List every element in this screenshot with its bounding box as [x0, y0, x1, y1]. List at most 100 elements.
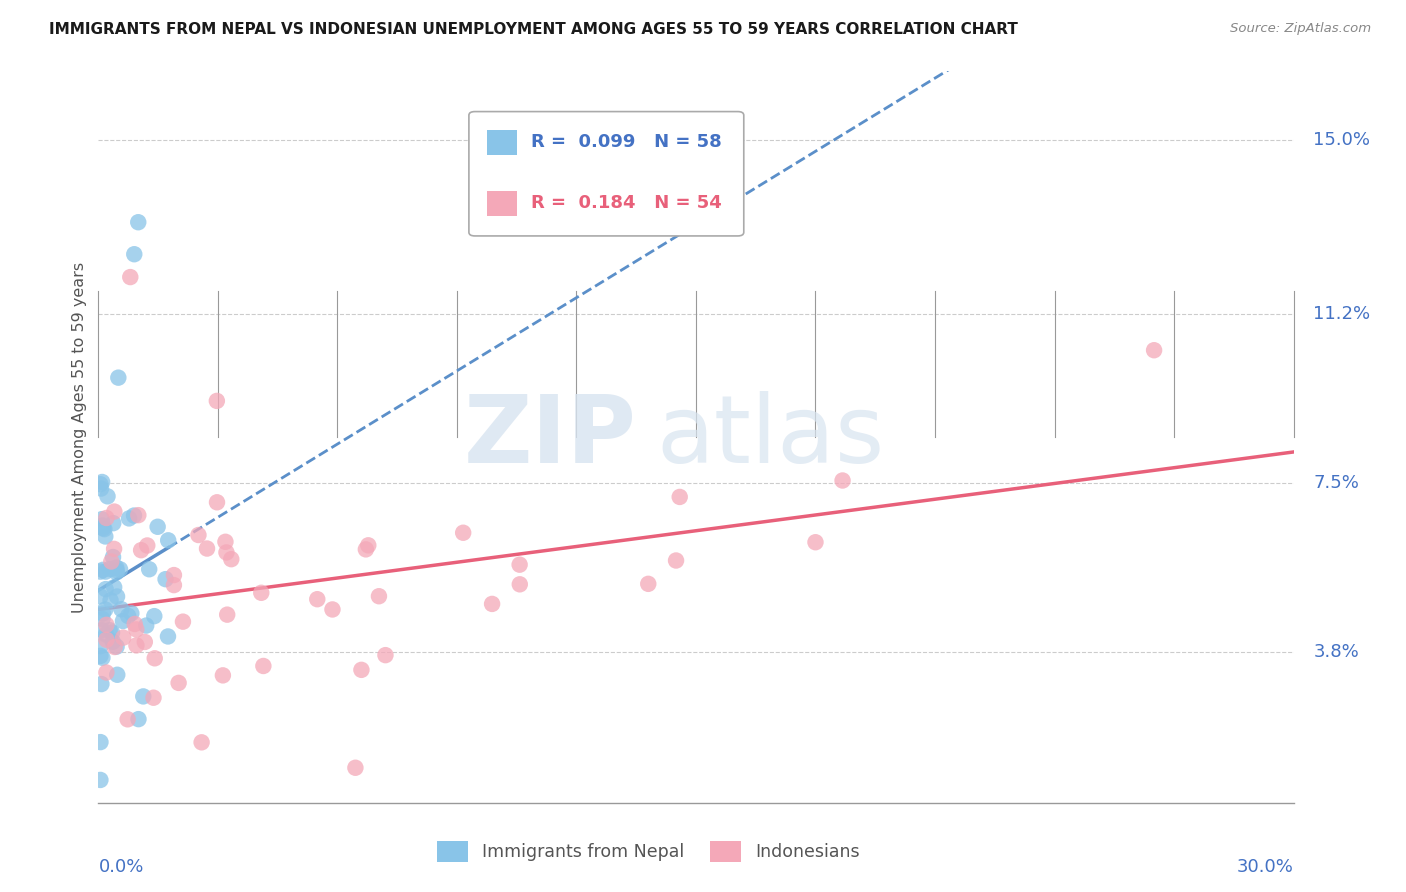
Point — [157, 533, 180, 548]
Point — [1143, 343, 1166, 358]
FancyBboxPatch shape — [486, 191, 517, 216]
Point — [637, 577, 659, 591]
Y-axis label: Unemployment Among Ages 55 to 59 years: Unemployment Among Ages 55 to 59 years — [72, 261, 87, 613]
Point — [136, 539, 159, 553]
Point — [90, 623, 112, 637]
Text: 11.2%: 11.2% — [1313, 305, 1371, 323]
Point — [91, 475, 114, 489]
Point — [94, 602, 117, 616]
Point — [103, 505, 125, 519]
Point — [110, 602, 132, 616]
Point — [374, 648, 396, 662]
Point — [190, 735, 212, 749]
FancyBboxPatch shape — [470, 112, 744, 235]
Point — [89, 477, 111, 491]
Point — [90, 677, 112, 691]
Point — [221, 552, 243, 566]
Point — [195, 541, 218, 556]
Point — [100, 554, 122, 568]
Text: 0.0%: 0.0% — [98, 858, 143, 876]
Point — [205, 495, 228, 509]
Point — [103, 580, 125, 594]
Point — [212, 668, 235, 682]
Point — [350, 663, 373, 677]
Text: 30.0%: 30.0% — [1237, 858, 1294, 876]
Point — [105, 590, 128, 604]
Point — [98, 562, 121, 576]
Point — [120, 607, 142, 621]
Point — [129, 543, 152, 558]
Point — [105, 560, 128, 574]
Point — [91, 650, 114, 665]
Point — [89, 639, 111, 653]
Point — [96, 489, 118, 503]
Point — [138, 562, 160, 576]
Point — [156, 630, 179, 644]
Point — [143, 651, 166, 665]
Point — [127, 712, 149, 726]
Point — [344, 761, 367, 775]
Point — [831, 474, 853, 488]
Text: R =  0.184   N = 54: R = 0.184 N = 54 — [531, 194, 721, 212]
Point — [107, 370, 129, 384]
Point — [307, 592, 329, 607]
Point — [163, 568, 186, 582]
Point — [117, 609, 139, 624]
Point — [122, 508, 145, 523]
Point — [96, 617, 118, 632]
Point — [125, 639, 148, 653]
Point — [143, 609, 166, 624]
Point — [89, 565, 111, 579]
Point — [132, 690, 155, 704]
Point — [90, 512, 112, 526]
Point — [124, 247, 146, 261]
Text: 7.5%: 7.5% — [1313, 474, 1360, 491]
Point — [112, 631, 135, 645]
Point — [96, 511, 118, 525]
Point — [104, 640, 127, 654]
Point — [105, 667, 128, 681]
Point — [103, 516, 125, 531]
Point — [163, 578, 186, 592]
Point — [94, 582, 117, 596]
Point — [321, 602, 343, 616]
Point — [214, 534, 236, 549]
Text: Source: ZipAtlas.com: Source: ZipAtlas.com — [1230, 22, 1371, 36]
Point — [481, 597, 503, 611]
Point — [120, 270, 142, 285]
Point — [668, 490, 690, 504]
Point — [167, 676, 190, 690]
Point — [665, 553, 688, 567]
Point — [94, 627, 117, 641]
Point — [205, 393, 228, 408]
Point — [101, 634, 124, 648]
Point — [509, 558, 531, 572]
Point — [91, 563, 114, 577]
Point — [91, 607, 114, 621]
Point — [89, 735, 111, 749]
Point — [101, 625, 124, 640]
Point — [89, 772, 111, 787]
Point — [89, 590, 111, 604]
Point — [96, 632, 118, 647]
Point — [127, 215, 149, 229]
FancyBboxPatch shape — [486, 130, 517, 155]
Point — [354, 542, 377, 557]
Point — [94, 565, 117, 579]
Point — [142, 690, 165, 705]
Point — [108, 562, 131, 576]
Point — [91, 518, 114, 533]
Point — [111, 614, 134, 628]
Point — [103, 541, 125, 556]
Point — [250, 586, 273, 600]
Text: IMMIGRANTS FROM NEPAL VS INDONESIAN UNEMPLOYMENT AMONG AGES 55 TO 59 YEARS CORRE: IMMIGRANTS FROM NEPAL VS INDONESIAN UNEM… — [49, 22, 1018, 37]
Point — [252, 659, 274, 673]
Point — [368, 589, 391, 603]
Point — [125, 623, 148, 637]
Point — [217, 607, 239, 622]
Point — [124, 617, 146, 632]
Point — [134, 635, 156, 649]
Text: ZIP: ZIP — [464, 391, 637, 483]
Point — [89, 648, 111, 663]
Point — [91, 521, 114, 535]
